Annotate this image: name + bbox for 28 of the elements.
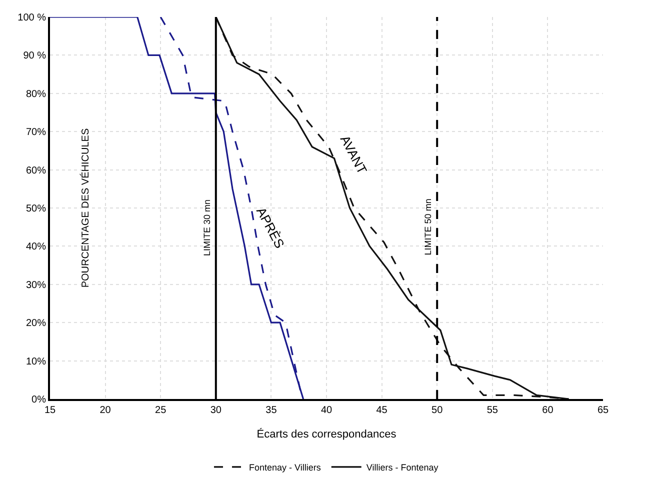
legend-label: Villiers - Fontenay (366, 462, 439, 472)
y-tick-label: 50% (26, 204, 46, 214)
y-tick-label: 20% (26, 318, 46, 330)
x-tick-label: 40 (320, 405, 332, 416)
x-tick-label: 45 (376, 405, 388, 416)
y-tick-label: 30% (26, 280, 46, 291)
x-tick-label: 60 (542, 405, 554, 416)
y-tick-label: 70% (26, 127, 46, 138)
x-tick-label: 65 (597, 405, 609, 416)
x-tick-label: 20 (100, 405, 112, 416)
y-tick-label: 0% (32, 394, 46, 406)
y-tick-label: 10% (26, 356, 46, 368)
x-tick-label: 55 (486, 405, 498, 416)
x-tick-label: 30 (210, 405, 222, 416)
x-tick-label: 50 (432, 405, 444, 416)
y-tick-label: 60% (26, 165, 46, 176)
ref-line-label: LIMITE 30 mn (202, 199, 212, 256)
y-tick-label: 100 % (18, 12, 46, 24)
ref-line-label: LIMITE 50 mn (423, 198, 433, 256)
x-tick-label: 15 (44, 405, 56, 416)
legend-label: Fontenay - Villiers (249, 462, 322, 472)
y-tick-label: 40% (26, 242, 46, 253)
x-tick-label: 35 (266, 405, 278, 416)
x-tick-label: 25 (155, 405, 167, 416)
y-tick-label: 90 % (23, 50, 46, 62)
x-axis-title: Écarts des correspondances (256, 428, 397, 441)
y-tick-label: 80% (26, 88, 46, 100)
annotation: POURCENTAGE DES VÉHICULES (80, 128, 92, 288)
